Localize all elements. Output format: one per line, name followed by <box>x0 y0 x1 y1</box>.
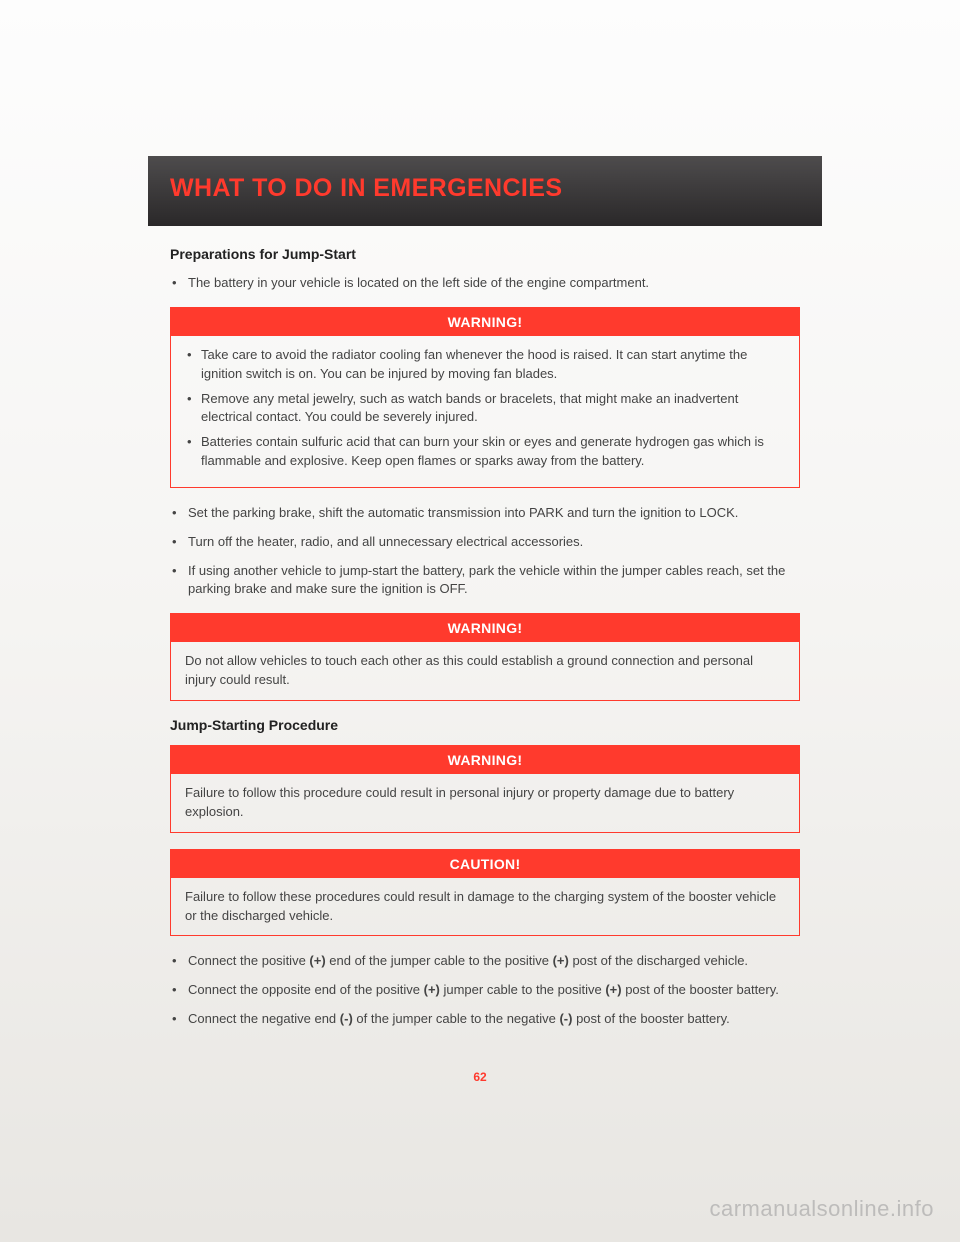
watermark-text: carmanualsonline.info <box>709 1196 934 1222</box>
prep-heading: Preparations for Jump-Start <box>170 246 800 262</box>
list-item: Batteries contain sulfuric acid that can… <box>185 433 785 471</box>
caution-header: CAUTION! <box>171 850 799 878</box>
page-number: 62 <box>0 1070 960 1084</box>
content-area: Preparations for Jump-Start The battery … <box>148 246 822 1029</box>
section-header-bar: WHAT TO DO IN EMERGENCIES <box>148 156 822 226</box>
list-item: Connect the opposite end of the positive… <box>170 981 800 1000</box>
caution-body: Failure to follow these procedures could… <box>171 878 799 936</box>
page-inner: WHAT TO DO IN EMERGENCIES Preparations f… <box>148 156 822 1043</box>
text-fragment: Connect the positive <box>188 953 309 968</box>
bold-symbol: (+) <box>553 953 569 968</box>
warning-body: Failure to follow this procedure could r… <box>171 774 799 832</box>
warning-box-3: WARNING! Failure to follow this procedur… <box>170 745 800 833</box>
bold-symbol: (+) <box>309 953 325 968</box>
warning-header: WARNING! <box>171 614 799 642</box>
text-fragment: jumper cable to the positive <box>440 982 605 997</box>
warning-box-1: WARNING! Take care to avoid the radiator… <box>170 307 800 488</box>
page-container: WHAT TO DO IN EMERGENCIES Preparations f… <box>0 0 960 1242</box>
text-fragment: of the jumper cable to the negative <box>353 1011 560 1026</box>
text-fragment: end of the jumper cable to the positive <box>326 953 553 968</box>
warning-body: Take care to avoid the radiator cooling … <box>171 336 799 487</box>
procedure-list: Connect the positive (+) end of the jump… <box>170 952 800 1029</box>
bold-symbol: (+) <box>605 982 621 997</box>
list-item: Take care to avoid the radiator cooling … <box>185 346 785 384</box>
list-item: Connect the positive (+) end of the jump… <box>170 952 800 971</box>
list-item: Remove any metal jewelry, such as watch … <box>185 390 785 428</box>
list-item: If using another vehicle to jump-start t… <box>170 562 800 600</box>
warning-header: WARNING! <box>171 308 799 336</box>
list-item: Set the parking brake, shift the automat… <box>170 504 800 523</box>
text-fragment: post of the booster battery. <box>622 982 779 997</box>
text-fragment: post of the discharged vehicle. <box>569 953 748 968</box>
jump-heading: Jump-Starting Procedure <box>170 717 800 733</box>
after-warning1-list: Set the parking brake, shift the automat… <box>170 504 800 599</box>
text-fragment: Connect the opposite end of the positive <box>188 982 424 997</box>
prep-list: The battery in your vehicle is located o… <box>170 274 800 293</box>
list-item: The battery in your vehicle is located o… <box>170 274 800 293</box>
text-fragment: post of the booster battery. <box>572 1011 729 1026</box>
list-item: Connect the negative end (-) of the jump… <box>170 1010 800 1029</box>
warning-box-2: WARNING! Do not allow vehicles to touch … <box>170 613 800 701</box>
section-header-title: WHAT TO DO IN EMERGENCIES <box>170 174 800 203</box>
warning-header: WARNING! <box>171 746 799 774</box>
caution-box-1: CAUTION! Failure to follow these procedu… <box>170 849 800 937</box>
bold-symbol: (-) <box>559 1011 572 1026</box>
warning-body: Do not allow vehicles to touch each othe… <box>171 642 799 700</box>
bold-symbol: (-) <box>340 1011 353 1026</box>
bold-symbol: (+) <box>424 982 440 997</box>
list-item: Turn off the heater, radio, and all unne… <box>170 533 800 552</box>
text-fragment: Connect the negative end <box>188 1011 340 1026</box>
